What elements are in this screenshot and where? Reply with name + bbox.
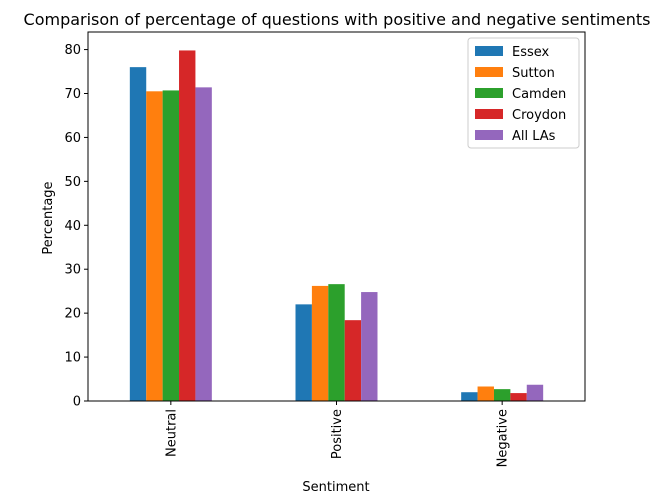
bar-camden-positive — [328, 284, 345, 401]
bar-all-las-positive — [361, 292, 378, 401]
x-axis-label: Sentiment — [302, 480, 369, 495]
y-tick-label: 40 — [64, 219, 81, 234]
legend-swatch — [475, 46, 503, 56]
bar-essex-neutral — [129, 67, 147, 401]
legend-swatch — [475, 88, 503, 98]
bar-sutton-negative — [477, 386, 494, 401]
y-tick-label: 80 — [64, 43, 81, 58]
bar-croydon-negative — [510, 393, 527, 401]
bar-essex-positive — [295, 304, 312, 401]
y-tick-label: 20 — [64, 307, 81, 322]
bar-camden-neutral — [162, 90, 180, 402]
y-tick-label: 30 — [64, 263, 81, 278]
legend-label: Croydon — [512, 108, 566, 123]
y-axis-label: Percentage — [41, 181, 56, 254]
y-tick-label: 70 — [64, 87, 81, 102]
bar-essex-negative — [461, 392, 478, 401]
y-tick-label: 60 — [64, 131, 81, 146]
bar-croydon-positive — [344, 320, 362, 401]
bar-camden-negative — [493, 389, 511, 401]
bar-sutton-positive — [311, 285, 329, 401]
legend-label: All LAs — [512, 129, 556, 144]
y-tick-label: 10 — [64, 351, 81, 366]
y-tick-label: 50 — [64, 175, 81, 190]
legend: Essex Sutton Camden Croydon All LAs — [467, 37, 580, 149]
bar-croydon-neutral — [179, 50, 196, 401]
x-tick-label-neutral: Neutral — [164, 409, 179, 457]
legend-label: Essex — [512, 45, 550, 60]
plot-area: 0 10 20 30 40 50 60 70 80 Neutral Positive Negative — [64, 31, 586, 467]
x-tick-label-negative: Negative — [496, 409, 511, 467]
legend-swatch — [475, 67, 503, 77]
bar-all-las-negative — [526, 384, 544, 401]
legend-swatch — [475, 109, 503, 119]
legend-box — [467, 37, 580, 149]
bar-sutton-neutral — [146, 91, 163, 402]
y-tick-label: 0 — [73, 395, 81, 410]
legend-label: Sutton — [512, 66, 555, 81]
bar-all-las-neutral — [195, 87, 212, 401]
legend-swatch — [475, 130, 503, 140]
x-tick-label-positive: Positive — [330, 409, 345, 459]
legend-label: Camden — [512, 87, 566, 102]
chart-title: Comparison of percentage of questions wi… — [24, 10, 651, 29]
